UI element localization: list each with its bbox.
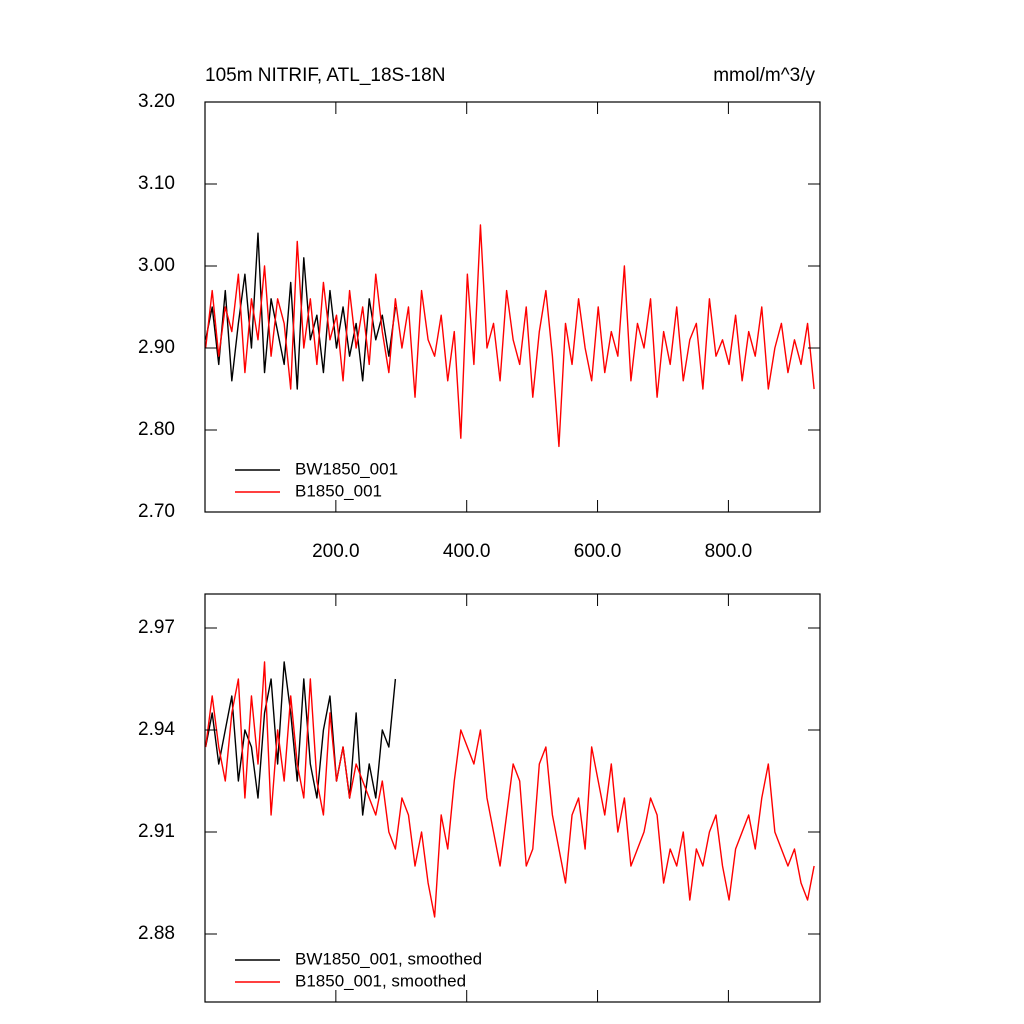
legend-label: B1850_001 [295, 481, 382, 500]
units-label: mmol/m^3/y [713, 65, 815, 86]
data-line [204, 224, 815, 448]
chart-title: 105m NITRIF, ATL_18S-18N [205, 65, 445, 86]
legend-label: BW1850_001, smoothed [295, 949, 482, 968]
legend-label: B1850_001, smoothed [295, 971, 466, 990]
plot-frame [204, 593, 821, 1003]
x-tick-label: 400.0 [443, 541, 491, 562]
y-tick-label: 2.97 [138, 617, 175, 638]
plot-frame [204, 101, 821, 513]
x-tick-label: 800.0 [705, 541, 753, 562]
y-tick-label: 2.80 [138, 419, 175, 440]
x-tick-label: 600.0 [574, 541, 622, 562]
data-line [204, 232, 397, 390]
y-tick-label: 2.70 [138, 501, 175, 522]
legend-label: BW1850_001 [295, 459, 398, 478]
y-tick-label: 3.10 [138, 173, 175, 194]
y-tick-label: 2.94 [138, 719, 175, 740]
y-tick-label: 2.90 [138, 337, 175, 358]
data-line [204, 661, 815, 918]
y-tick-label: 3.20 [138, 91, 175, 112]
x-tick-label: 200.0 [312, 541, 360, 562]
y-tick-label: 3.00 [138, 255, 175, 276]
y-tick-label: 2.91 [138, 821, 175, 842]
data-line [204, 661, 397, 816]
y-tick-label: 2.88 [138, 923, 175, 944]
